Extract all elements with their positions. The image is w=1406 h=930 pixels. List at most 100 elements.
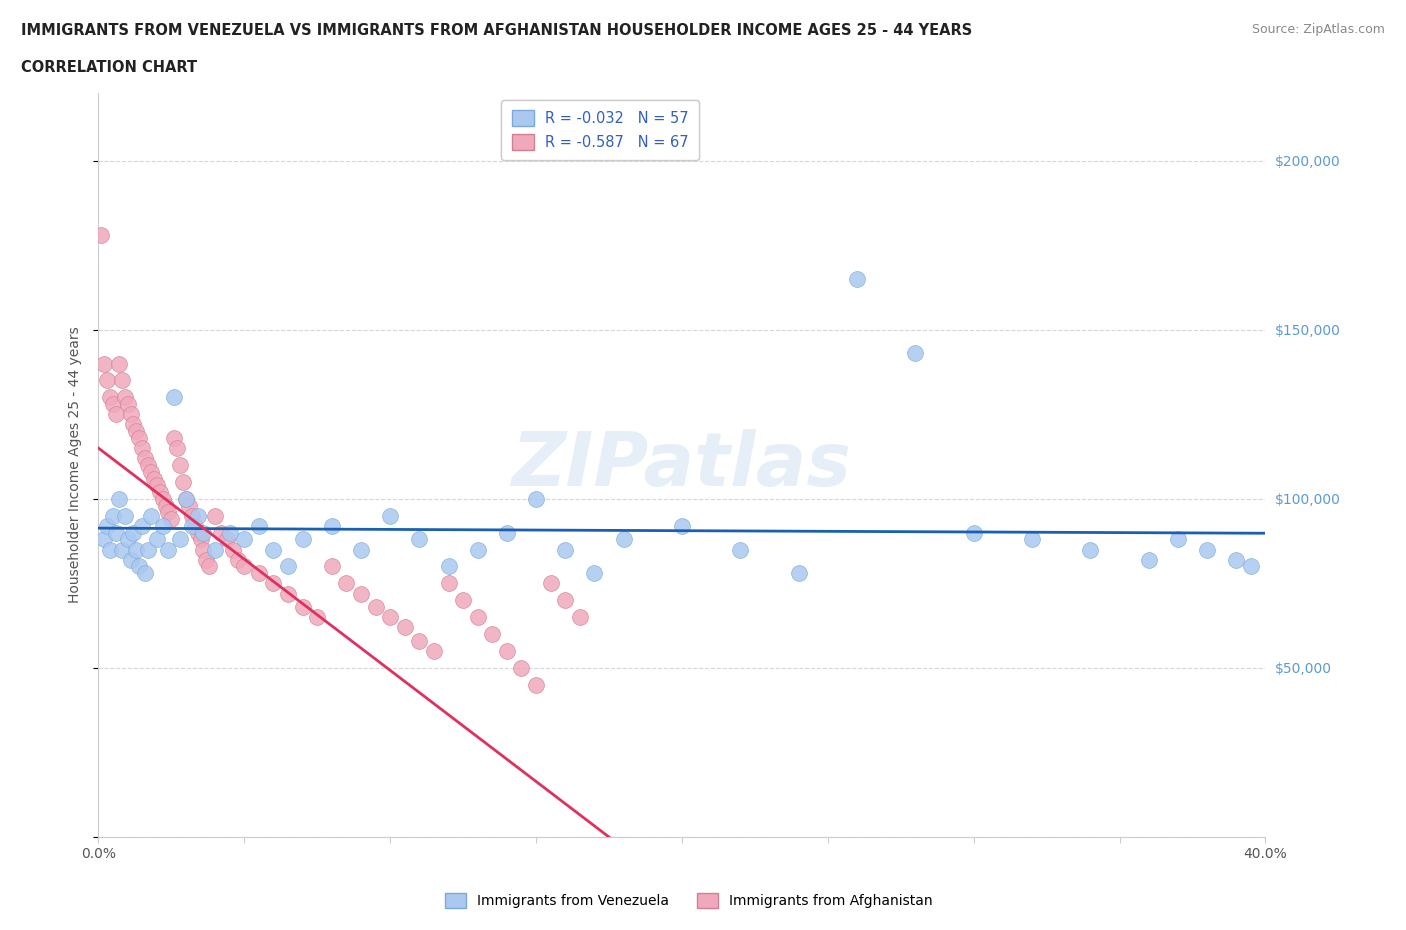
Point: [180, 509, 202, 524]
Point: [228, 552, 250, 567]
Point: [104, 525, 127, 540]
Text: Source: ZipAtlas.com: Source: ZipAtlas.com: [1251, 23, 1385, 36]
Point: [233, 559, 256, 574]
Point: [93, 532, 115, 547]
Point: [262, 542, 284, 557]
Point: [554, 542, 576, 557]
Point: [136, 542, 159, 557]
Point: [174, 491, 197, 506]
Point: [291, 532, 314, 547]
Point: [111, 373, 134, 388]
Point: [671, 518, 693, 533]
Point: [120, 552, 142, 567]
Point: [262, 576, 284, 591]
Point: [350, 542, 373, 557]
Point: [101, 397, 124, 412]
Point: [134, 565, 156, 580]
Point: [221, 542, 243, 557]
Point: [204, 509, 226, 524]
Point: [131, 518, 153, 533]
Point: [540, 576, 562, 591]
Point: [128, 559, 150, 574]
Point: [378, 509, 402, 524]
Point: [93, 356, 115, 371]
Point: [117, 532, 139, 547]
Point: [114, 390, 136, 405]
Point: [90, 228, 112, 243]
Point: [1195, 542, 1218, 557]
Point: [335, 576, 357, 591]
Point: [157, 505, 180, 520]
Point: [136, 458, 159, 472]
Point: [128, 431, 150, 445]
Point: [193, 525, 215, 540]
Point: [495, 525, 517, 540]
Point: [321, 559, 343, 574]
Point: [187, 509, 209, 524]
Point: [195, 552, 218, 567]
Legend: R = -0.032   N = 57, R = -0.587   N = 67: R = -0.032 N = 57, R = -0.587 N = 67: [502, 100, 699, 160]
Point: [510, 660, 533, 675]
Point: [277, 559, 299, 574]
Point: [172, 474, 194, 489]
Point: [1240, 559, 1263, 574]
Point: [451, 592, 474, 607]
Point: [108, 491, 131, 506]
Point: [122, 525, 145, 540]
Point: [467, 542, 489, 557]
Point: [394, 620, 416, 635]
Point: [96, 518, 118, 533]
Point: [291, 600, 314, 615]
Point: [321, 518, 343, 533]
Point: [122, 417, 145, 432]
Legend: Immigrants from Venezuela, Immigrants from Afghanistan: Immigrants from Venezuela, Immigrants fr…: [440, 888, 938, 914]
Point: [131, 441, 153, 456]
Text: IMMIGRANTS FROM VENEZUELA VS IMMIGRANTS FROM AFGHANISTAN HOUSEHOLDER INCOME AGES: IMMIGRANTS FROM VENEZUELA VS IMMIGRANTS …: [21, 23, 973, 38]
Point: [169, 532, 191, 547]
Point: [142, 472, 165, 486]
Point: [155, 498, 177, 513]
Point: [149, 485, 172, 499]
Point: [204, 542, 226, 557]
Point: [437, 559, 460, 574]
Point: [845, 272, 868, 286]
Point: [160, 512, 183, 526]
Point: [180, 518, 202, 533]
Point: [1167, 532, 1189, 547]
Point: [233, 532, 256, 547]
Point: [104, 406, 127, 421]
Point: [166, 441, 188, 456]
Point: [193, 542, 215, 557]
Point: [378, 610, 402, 625]
Point: [495, 644, 517, 658]
Point: [125, 542, 148, 557]
Point: [190, 532, 212, 547]
Point: [1225, 552, 1247, 567]
Point: [364, 600, 387, 615]
Point: [174, 491, 197, 506]
Point: [218, 525, 240, 540]
Point: [554, 592, 576, 607]
Point: [1021, 532, 1043, 547]
Point: [408, 633, 430, 648]
Point: [612, 532, 634, 547]
Point: [209, 525, 232, 540]
Text: ZIPatlas: ZIPatlas: [512, 429, 852, 501]
Point: [962, 525, 984, 540]
Point: [139, 464, 162, 479]
Point: [146, 478, 169, 493]
Point: [583, 565, 606, 580]
Text: CORRELATION CHART: CORRELATION CHART: [21, 60, 197, 75]
Point: [198, 559, 221, 574]
Point: [524, 491, 547, 506]
Point: [163, 390, 186, 405]
Point: [215, 532, 238, 547]
Point: [247, 518, 270, 533]
Point: [904, 346, 927, 361]
Point: [350, 586, 373, 601]
Point: [157, 542, 180, 557]
Point: [139, 509, 162, 524]
Point: [481, 627, 503, 642]
Y-axis label: Householder Income Ages 25 - 44 years: Householder Income Ages 25 - 44 years: [67, 326, 82, 604]
Point: [146, 532, 169, 547]
